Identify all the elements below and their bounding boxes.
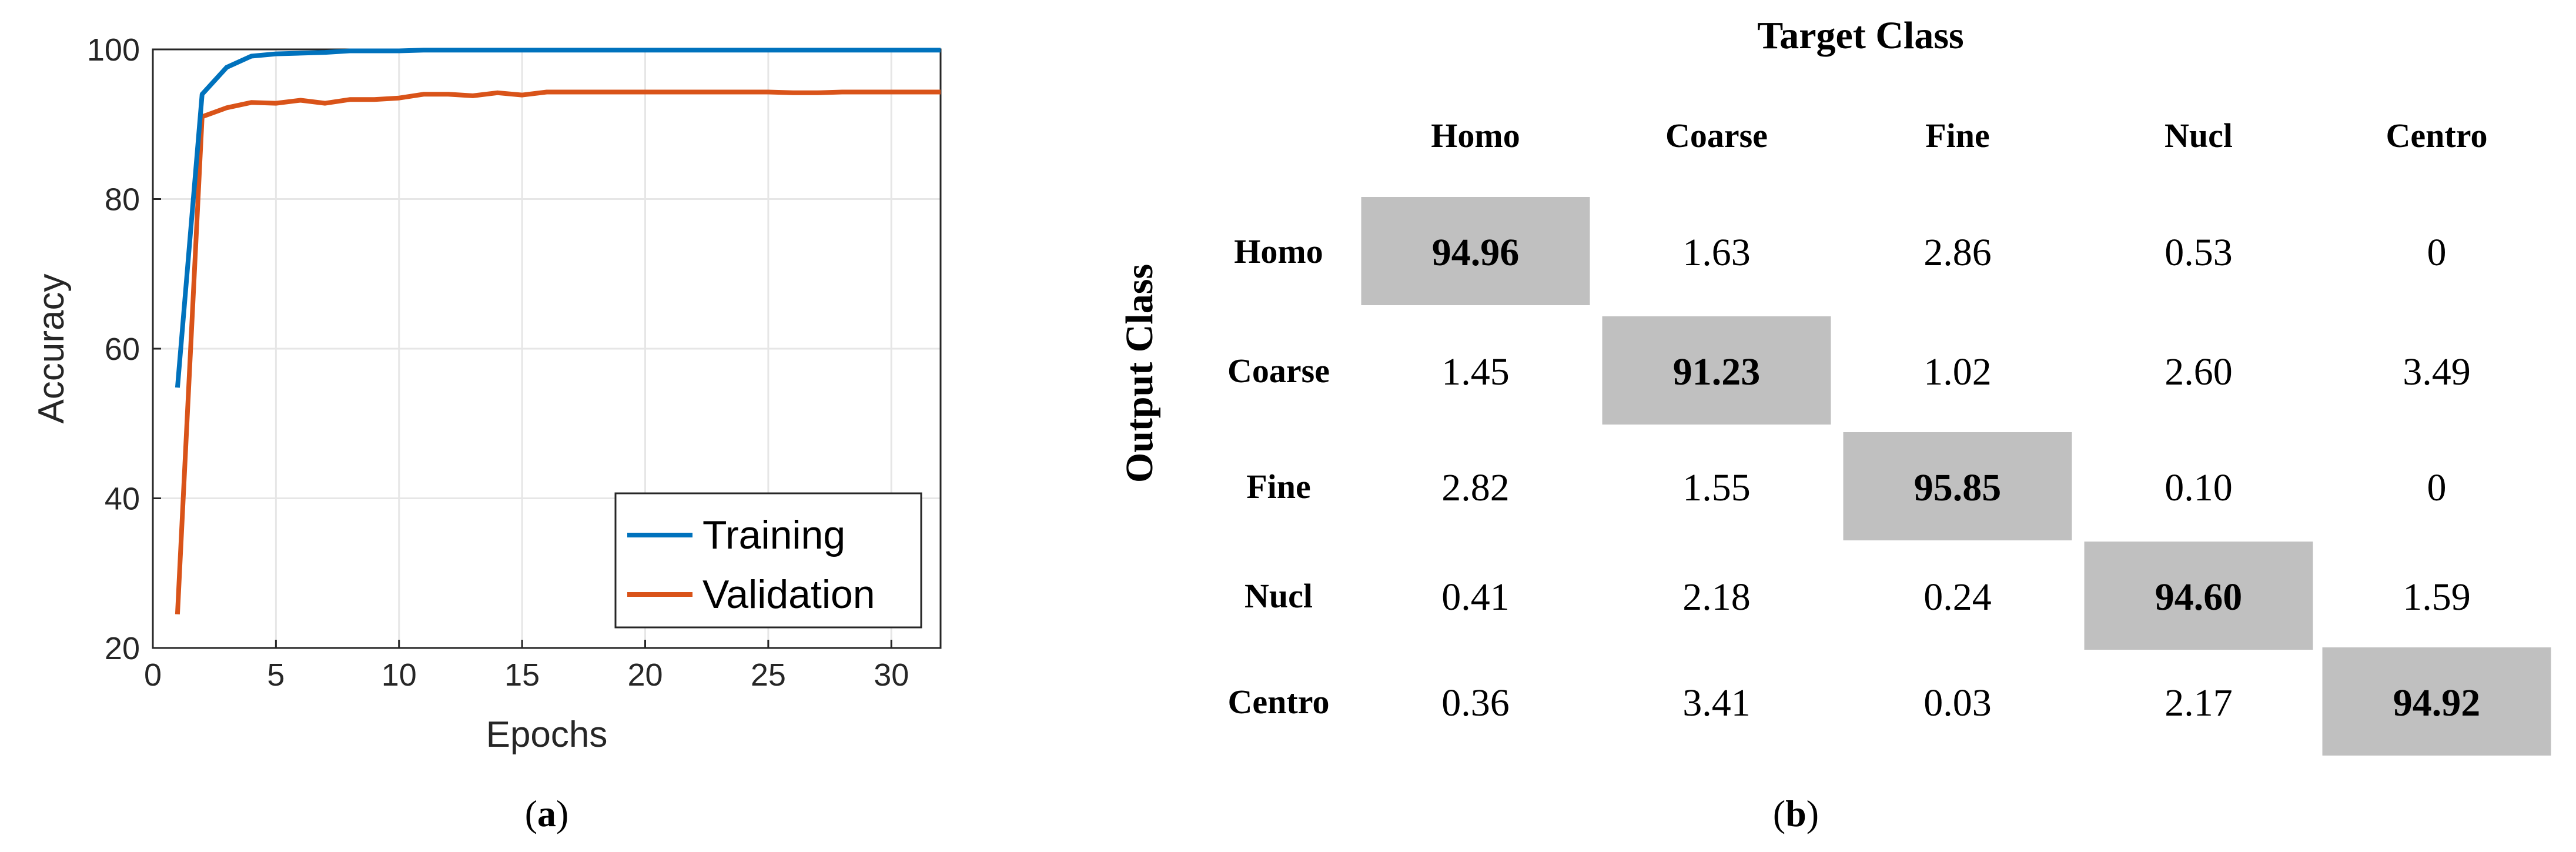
- diagonal-cell: [1839, 429, 2076, 544]
- matrix-cell-value: 0.36: [1441, 681, 1510, 724]
- y-tick-label: 100: [87, 32, 140, 68]
- row-header: Centro: [1228, 683, 1330, 721]
- grid-lines: [153, 49, 941, 648]
- matrix-cell-value: 0: [2427, 231, 2447, 274]
- matrix-cell-value: 1.63: [1682, 231, 1751, 274]
- diagonal-cell: [2319, 644, 2555, 759]
- column-header: Homo: [1431, 116, 1520, 155]
- x-tick-label: 30: [874, 657, 909, 693]
- column-header: Centro: [2386, 116, 2488, 155]
- row-headers: Homo Coarse Fine Nucl Centro: [1227, 232, 1330, 721]
- diagonal-cell: [1357, 193, 1594, 309]
- panel-b-caption: (b): [1773, 793, 1819, 834]
- confusion-matrix: Target Class Output Class 94.96 1.63 2.86 0…: [1118, 14, 2555, 834]
- matrix-cell-value: 1.02: [1923, 350, 1992, 393]
- matrix-y-axis-label: Output Class: [1118, 264, 1161, 483]
- diagonal-cell: [2080, 538, 2317, 653]
- x-tick-label: 15: [504, 657, 540, 693]
- column-header: Nucl: [2164, 116, 2233, 155]
- x-tick-label: 25: [751, 657, 786, 693]
- matrix-cell-value: 94.92: [2393, 681, 2481, 724]
- panel-b-letter: b: [1785, 793, 1806, 834]
- validation-line: [175, 89, 941, 614]
- matrix-cell-value: 94.60: [2155, 576, 2243, 619]
- panel-a-caption: (a): [525, 793, 569, 834]
- matrix-cell-value: 1.55: [1682, 466, 1751, 509]
- axis-ticks: 0 5 10 15 20 25 30 20 40 60 80 100: [87, 32, 909, 693]
- y-tick-label: 20: [105, 631, 140, 666]
- matrix-cells: 94.96 1.63 2.86 0.53 0 1.45 91.23 1.02 2.60 3.49 2…: [1357, 193, 2555, 759]
- column-header: Fine: [1925, 116, 1990, 155]
- x-axis-label: Epochs: [486, 714, 608, 755]
- x-tick-label: 0: [144, 657, 162, 693]
- y-tick-label: 40: [105, 482, 140, 517]
- matrix-cell-value: 3.41: [1682, 681, 1751, 724]
- matrix-cell-value: 0.41: [1441, 576, 1510, 619]
- column-header: Coarse: [1665, 116, 1768, 155]
- matrix-cell-value: 0.53: [2164, 231, 2233, 274]
- matrix-cell-value: 2.18: [1682, 576, 1751, 619]
- matrix-cell-value: 0.10: [2164, 466, 2233, 509]
- legend-box: [614, 492, 922, 629]
- x-tick-label: 5: [267, 657, 285, 693]
- y-axis-label: Accuracy: [31, 274, 72, 424]
- row-header: Homo: [1234, 232, 1323, 270]
- matrix-cell-value: 0.24: [1923, 576, 1992, 619]
- y-tick-label: 80: [105, 182, 140, 218]
- matrix-cell-value: 91.23: [1673, 350, 1761, 393]
- legend: Training Validation: [614, 492, 922, 629]
- diagonal-cell: [1598, 313, 1835, 428]
- matrix-cell-value: 3.49: [2403, 350, 2471, 393]
- x-tick-label: 20: [627, 657, 663, 693]
- matrix-cell-value: 0: [2427, 466, 2447, 509]
- matrix-cell-value: 2.60: [2164, 350, 2233, 393]
- training-line: [175, 48, 941, 388]
- matrix-cell-value: 2.82: [1441, 466, 1510, 509]
- row-header: Nucl: [1244, 577, 1313, 615]
- y-tick-label: 60: [105, 332, 140, 367]
- matrix-cell-value: 2.86: [1923, 231, 1992, 274]
- legend-label-validation: Validation: [702, 572, 875, 617]
- column-headers: Homo Coarse Fine Nucl Centro: [1431, 116, 2487, 155]
- x-tick-label: 10: [382, 657, 417, 693]
- legend-label-training: Training: [702, 513, 845, 557]
- panel-a-letter: a: [537, 793, 556, 834]
- matrix-cell-value: 1.45: [1441, 350, 1510, 393]
- matrix-cell-value: 2.17: [2164, 681, 2233, 724]
- matrix-cell-value: 95.85: [1914, 466, 2002, 509]
- series-lines: [175, 48, 941, 614]
- row-header: Fine: [1246, 467, 1311, 506]
- matrix-cell-value: 0.03: [1923, 681, 1992, 724]
- matrix-cell-value: 94.96: [1432, 231, 1520, 274]
- row-header: Coarse: [1227, 352, 1330, 390]
- matrix-title: Target Class: [1757, 14, 1963, 57]
- matrix-cell-value: 1.59: [2403, 576, 2471, 619]
